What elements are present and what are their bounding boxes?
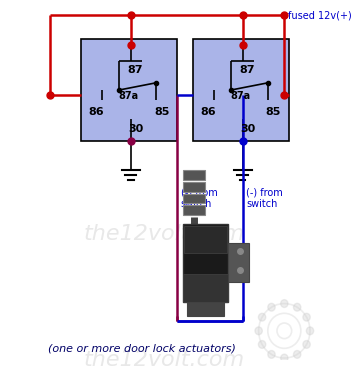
Bar: [183, 182, 204, 192]
Text: the12volt.com: the12volt.com: [84, 223, 245, 243]
Text: 87: 87: [240, 65, 255, 75]
Text: 30: 30: [240, 124, 255, 134]
Text: 87a: 87a: [119, 91, 139, 101]
Text: fused 12v(+): fused 12v(+): [288, 11, 352, 21]
Text: 30: 30: [128, 124, 143, 134]
Bar: [81, 39, 177, 141]
Bar: [183, 170, 204, 180]
Text: (-) from
switch: (-) from switch: [246, 188, 283, 209]
Bar: [187, 302, 224, 316]
Text: (-) from
switch: (-) from switch: [181, 188, 217, 209]
Text: (one or more door lock actuators): (one or more door lock actuators): [48, 343, 236, 353]
Text: 86: 86: [88, 107, 104, 118]
Circle shape: [306, 327, 314, 335]
Text: 85: 85: [154, 107, 169, 118]
Bar: [228, 243, 248, 282]
Circle shape: [258, 340, 266, 348]
Circle shape: [258, 313, 266, 321]
Bar: [183, 205, 204, 215]
Text: 86: 86: [200, 107, 216, 118]
Text: 87a: 87a: [231, 91, 251, 101]
Circle shape: [268, 303, 275, 311]
Circle shape: [281, 354, 288, 362]
Circle shape: [255, 327, 262, 335]
Circle shape: [294, 350, 301, 358]
Circle shape: [294, 303, 301, 311]
Text: the12volt.com: the12volt.com: [84, 350, 245, 370]
Circle shape: [303, 313, 310, 321]
Text: 87: 87: [128, 65, 143, 75]
Bar: [193, 39, 289, 141]
Circle shape: [303, 340, 310, 348]
Bar: [184, 226, 227, 253]
Bar: [183, 224, 228, 302]
Text: 85: 85: [266, 107, 281, 118]
Bar: [183, 194, 204, 204]
Circle shape: [281, 300, 288, 307]
Circle shape: [268, 350, 275, 358]
Bar: [183, 275, 228, 302]
